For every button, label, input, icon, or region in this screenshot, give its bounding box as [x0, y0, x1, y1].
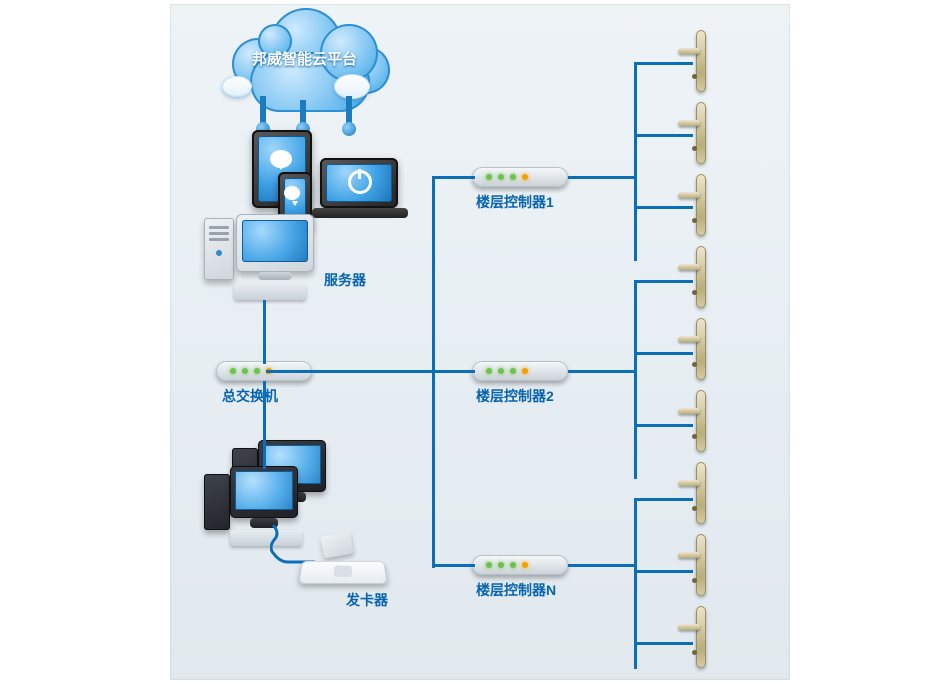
cloud-label: 邦威智能云平台	[252, 48, 357, 69]
card-reader-label: 发卡器	[346, 590, 388, 610]
power-icon	[348, 170, 372, 194]
chat-bubble-icon	[270, 150, 292, 168]
cloud-drop-2	[300, 100, 306, 130]
cloud-mini-2	[334, 74, 370, 99]
chat-bubble-icon	[284, 186, 300, 200]
server-tower	[204, 218, 234, 280]
laptop-device	[320, 158, 398, 208]
card-reader-cable	[270, 522, 318, 564]
door-lock-6	[690, 390, 710, 452]
card-reader	[298, 561, 388, 584]
workstation-monitor-front	[230, 466, 298, 518]
workstation-tower-front	[204, 474, 230, 530]
floor-controller-n-label: 楼层控制器N	[476, 580, 556, 600]
main-switch-label: 总交换机	[222, 386, 278, 406]
server-keyboard	[234, 284, 306, 300]
server-monitor-base	[258, 272, 292, 280]
door-lock-5	[690, 318, 710, 380]
door-lock-7	[690, 462, 710, 524]
door-lock-3	[690, 174, 710, 236]
door-lock-9	[690, 606, 710, 668]
floor-controller-1-label: 楼层控制器1	[476, 192, 554, 212]
cloud-mini-1	[222, 76, 252, 97]
server-label: 服务器	[324, 270, 366, 290]
door-lock-8	[690, 534, 710, 596]
floor-controller-2-label: 楼层控制器2	[476, 386, 554, 406]
floor-controller-1	[472, 167, 568, 187]
diagram-root: 邦威智能云平台 服务器 总交换机 发卡器 楼层控制器1 楼层控制器2 楼层控制器…	[0, 0, 950, 684]
floor-controller-2	[472, 361, 568, 381]
door-lock-4	[690, 246, 710, 308]
cloud-drop-1	[260, 96, 266, 130]
door-lock-2	[690, 102, 710, 164]
cloud-drop-3	[346, 96, 352, 130]
server-monitor	[236, 214, 314, 272]
laptop-base	[312, 208, 408, 218]
floor-controller-n	[472, 555, 568, 575]
door-lock-1	[690, 30, 710, 92]
